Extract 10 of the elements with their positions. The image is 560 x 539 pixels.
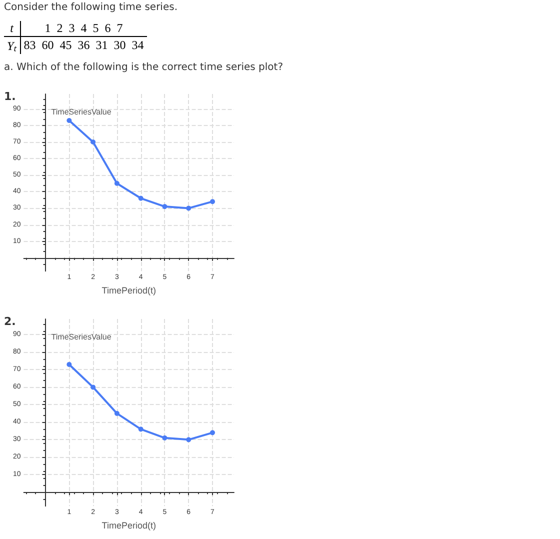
chart-title: 2.: [4, 315, 16, 328]
text: t 1 2 3 4 5 6 7: [10, 21, 123, 35]
text: Yₜ 83 60 45 36 31 30 34: [6, 37, 145, 54]
x-axis-title: TimePeriod(t): [102, 286, 156, 296]
y-axis-title: TimeSeriesValue: [51, 108, 112, 116]
text: Consider the following time series.: [4, 2, 179, 13]
chart-title: 1.: [4, 90, 16, 103]
x-axis-title: TimePeriod(t): [102, 520, 156, 530]
y-axis-title: TimeSeriesValue: [51, 332, 112, 342]
text: a. Which of the following is the correct time series plot?: [4, 62, 284, 73]
